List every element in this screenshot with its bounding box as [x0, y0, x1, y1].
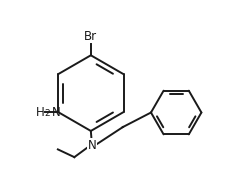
Text: N: N: [87, 139, 96, 152]
Text: 2: 2: [44, 109, 50, 119]
Text: N: N: [52, 106, 61, 119]
Text: H: H: [36, 106, 45, 119]
Text: Br: Br: [84, 30, 97, 43]
